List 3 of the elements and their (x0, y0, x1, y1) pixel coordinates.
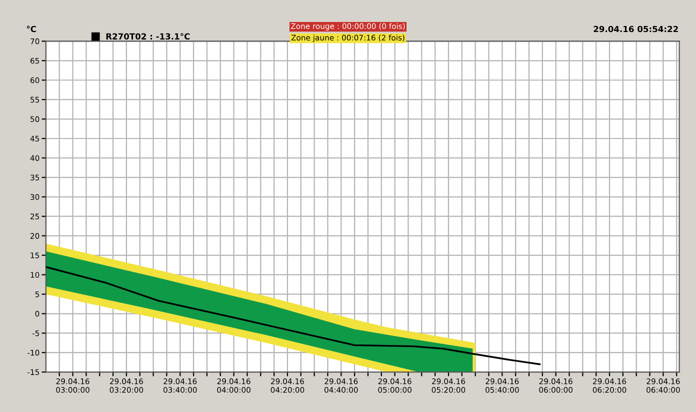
y-axis-title: °C (26, 26, 36, 32)
text: 29.04.16 05:54:22 (594, 26, 678, 32)
legend-label: R270T02 : -13.1°C (106, 33, 190, 40)
